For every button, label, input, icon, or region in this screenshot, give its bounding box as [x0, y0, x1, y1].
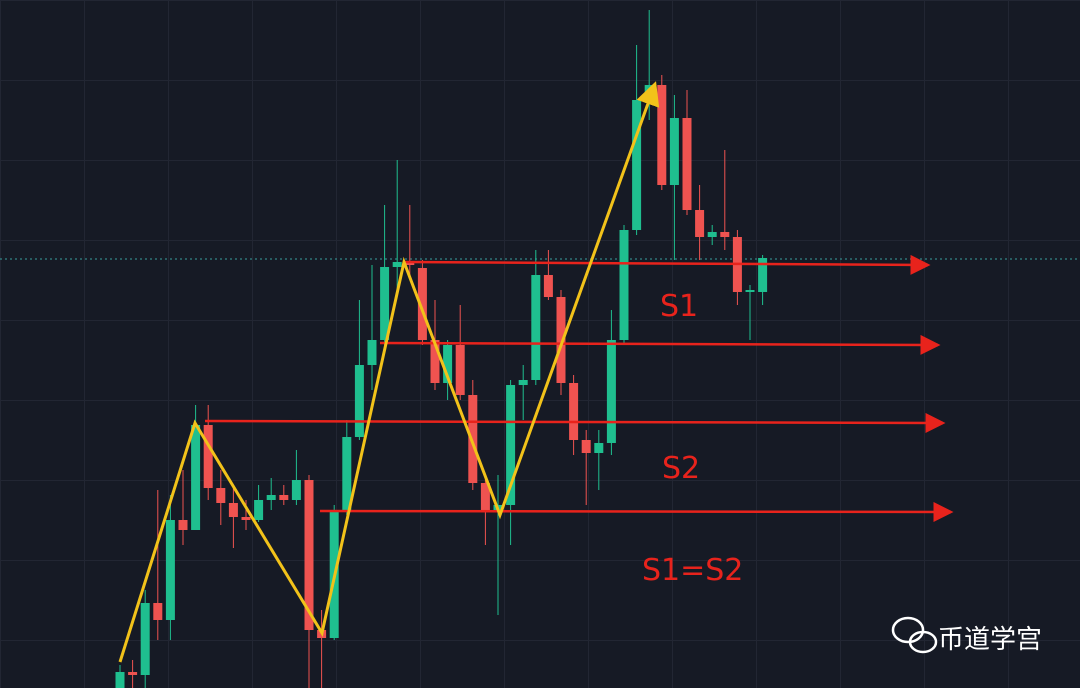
- candle-body: [480, 483, 490, 510]
- annotation: S2: [662, 451, 700, 486]
- candle-body: [556, 297, 566, 383]
- candle-body: [455, 345, 465, 395]
- level-line: [379, 334, 941, 355]
- candle-body: [291, 480, 301, 500]
- candle-body: [178, 520, 188, 530]
- candle-body: [241, 517, 251, 520]
- candle-body: [140, 603, 150, 675]
- candle-body: [720, 232, 730, 237]
- candle-body: [115, 672, 125, 688]
- candle-body: [304, 480, 314, 630]
- candle-body: [367, 340, 377, 365]
- candle-body: [430, 340, 440, 383]
- zigzag: [118, 81, 660, 663]
- candle-body: [682, 118, 692, 210]
- candle-body: [153, 603, 163, 620]
- level-line: [204, 412, 946, 433]
- candle-body: [254, 500, 264, 520]
- candle-body: [443, 345, 453, 383]
- candle-body: [191, 425, 201, 530]
- annotation: S1: [660, 289, 698, 324]
- candle-body: [228, 503, 238, 517]
- candle-body: [468, 395, 478, 483]
- candle-body: [392, 262, 402, 267]
- candle-body: [669, 118, 679, 185]
- candle-body: [569, 383, 579, 440]
- candle-body: [581, 440, 591, 453]
- candle-body: [758, 258, 768, 292]
- candle-body: [619, 230, 629, 340]
- candle-body: [216, 488, 226, 503]
- candle-body: [354, 365, 364, 437]
- candle-body: [342, 437, 352, 510]
- annotation: S1=S2: [642, 553, 743, 588]
- watermark: 币道学宫: [938, 625, 1042, 655]
- candle-body: [695, 210, 705, 237]
- candle-body: [606, 340, 616, 443]
- candle-body: [266, 495, 276, 500]
- candle-body: [203, 425, 213, 488]
- candle-body: [165, 520, 175, 620]
- candle-body: [707, 232, 717, 237]
- candle-body: [531, 275, 541, 380]
- candle-body: [405, 262, 415, 265]
- level-line: [319, 501, 954, 522]
- candle-body: [279, 495, 289, 500]
- candle-body: [518, 380, 528, 385]
- candle-body: [128, 672, 138, 675]
- candle-body: [745, 290, 755, 292]
- candle-body: [543, 275, 553, 297]
- watermark-icon: [891, 616, 938, 654]
- level-line: [404, 254, 931, 275]
- candle-body: [657, 85, 667, 185]
- candle-body: [380, 267, 390, 340]
- level-lines: [204, 254, 954, 522]
- candle-body: [506, 385, 516, 505]
- candle-body: [594, 443, 604, 453]
- candle-body: [417, 268, 427, 340]
- candle-body: [632, 100, 642, 230]
